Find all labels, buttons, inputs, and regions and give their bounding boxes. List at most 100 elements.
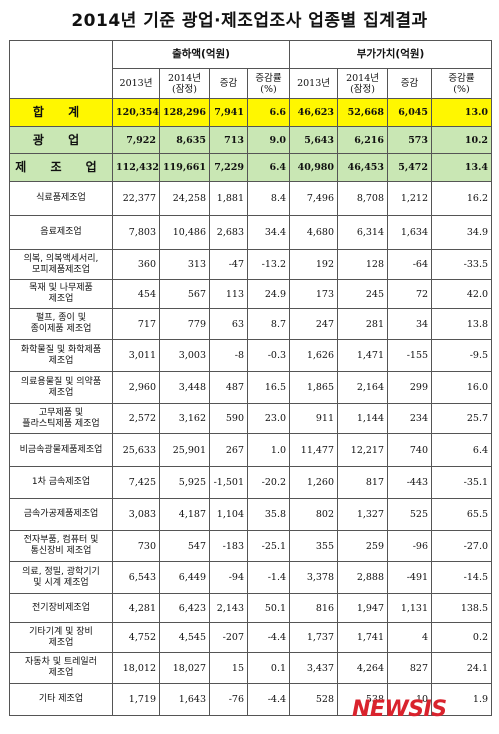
value-added-2014: 817: [337, 466, 389, 499]
header-2013: 2013년: [112, 68, 160, 99]
shipments-change: 590: [209, 403, 248, 434]
shipments-2013: 7,803: [112, 215, 160, 250]
header-change: 증감: [387, 68, 433, 99]
value-added-change: 10: [387, 683, 433, 716]
shipments-2013: 6,543: [112, 561, 160, 594]
results-table: 출하액(억원) 부가가치(억원) 2013년 2014년 (잠정) 증감 증감률(…: [9, 40, 493, 716]
shipments-2013: 120,354: [112, 98, 160, 127]
value-added-2014: 1,144: [337, 403, 389, 434]
table-row: 펄프, 종이 및 종이제품 제조업 717 779 63 8.7 247 281 34 13.8: [9, 308, 493, 340]
value-added-2014: 538: [337, 683, 389, 716]
shipments-rate: 16.5: [246, 371, 291, 404]
value-added-2013: 46,623: [289, 98, 339, 127]
shipments-2013: 3,083: [112, 498, 160, 531]
shipments-2014: 779: [159, 308, 210, 340]
header-2013: 2013년: [289, 68, 339, 99]
table-row: 비금속광물제품제조업 25,633 25,901 267 1.0 11,477 12,217…: [9, 433, 493, 467]
header-2014: 2014년 (잠정): [159, 68, 210, 99]
value-added-rate: -9.5: [431, 339, 493, 372]
shipments-change: -183: [209, 530, 248, 562]
shipments-change: 113: [209, 279, 248, 309]
table-row: 전기장비제조업 4,281 6,423 2,143 50.1 816 1,947 1,131 1…: [9, 593, 493, 623]
industry-name: 펄프, 종이 및 종이제품 제조업: [9, 308, 113, 340]
industry-name: 화학물질 및 화학제품 제조업: [9, 339, 113, 372]
shipments-change: -8: [209, 339, 248, 372]
shipments-2013: 730: [112, 530, 160, 562]
shipments-2013: 4,752: [112, 622, 160, 653]
shipments-change: 63: [209, 308, 248, 340]
shipments-2014: 128,296: [159, 98, 210, 127]
value-added-2013: 1,865: [289, 371, 339, 404]
value-added-rate: 34.9: [431, 215, 493, 250]
shipments-rate: -25.1: [246, 530, 291, 562]
shipments-2014: 10,486: [159, 215, 210, 250]
value-added-2014: 12,217: [337, 433, 389, 467]
shipments-rate: 24.9: [246, 279, 291, 309]
summary-row-name: 제 조 업: [9, 153, 113, 182]
table-row: 의복, 의복액세서리, 모피제품제조업 360 313 -47 -13.2 192 128 -6…: [9, 249, 493, 280]
value-added-rate: 0.2: [431, 622, 493, 653]
table-row: 기타 제조업 1,719 1,643 -76 -4.4 528 538 10 1.9: [9, 683, 493, 716]
shipments-rate: 34.4: [246, 215, 291, 250]
shipments-2013: 18,012: [112, 652, 160, 684]
industry-name: 의복, 의복액세서리, 모피제품제조업: [9, 249, 113, 280]
header-rate: 증감률 (%): [246, 68, 291, 99]
shipments-change: 1,104: [209, 498, 248, 531]
shipments-2014: 119,661: [159, 153, 210, 182]
value-added-change: 1,212: [387, 181, 433, 216]
shipments-rate: 1.0: [246, 433, 291, 467]
shipments-2014: 6,423: [159, 593, 210, 623]
value-added-change: -64: [387, 249, 433, 280]
value-added-change: -155: [387, 339, 433, 372]
value-added-2014: 8,708: [337, 181, 389, 216]
shipments-rate: 50.1: [246, 593, 291, 623]
shipments-rate: 23.0: [246, 403, 291, 434]
value-added-2014: 1,741: [337, 622, 389, 653]
value-added-2014: 46,453: [337, 153, 389, 182]
value-added-2013: 528: [289, 683, 339, 716]
shipments-rate: 8.4: [246, 181, 291, 216]
value-added-2014: 259: [337, 530, 389, 562]
shipments-change: -207: [209, 622, 248, 653]
shipments-change: -47: [209, 249, 248, 280]
table-row: 화학물질 및 화학제품 제조업 3,011 3,003 -8 -0.3 1,626 1,471…: [9, 339, 493, 372]
industry-name: 1차 금속제조업: [9, 466, 113, 499]
shipments-2013: 717: [112, 308, 160, 340]
header-change: 증감: [209, 68, 248, 99]
summary-row: 제 조 업 112,432 119,661 7,229 6.4 40,980 46,453 5…: [9, 153, 493, 182]
summary-row: 광 업 7,922 8,635 713 9.0 5,643 6,216 573 10.2: [9, 126, 493, 154]
value-added-2013: 802: [289, 498, 339, 531]
shipments-rate: -20.2: [246, 466, 291, 499]
value-added-2014: 2,888: [337, 561, 389, 594]
value-added-2014: 1,947: [337, 593, 389, 623]
value-added-change: -443: [387, 466, 433, 499]
industry-name: 전자부품, 컴퓨터 및 통신장비 제조업: [9, 530, 113, 562]
header-2014: 2014년 (잠정): [337, 68, 389, 99]
value-added-2014: 281: [337, 308, 389, 340]
value-added-2013: 3,437: [289, 652, 339, 684]
industry-name: 전기장비제조업: [9, 593, 113, 623]
value-added-2014: 6,216: [337, 126, 389, 154]
shipments-2014: 3,162: [159, 403, 210, 434]
value-added-group-header: 부가가치(억원): [289, 40, 493, 69]
header-rate: 증감률 (%): [431, 68, 493, 99]
shipments-rate: 8.7: [246, 308, 291, 340]
table-row: 의료, 정밀, 광학기기 및 시계 제조업 6,543 6,449 -94 -1.4 3,3…: [9, 561, 493, 594]
value-added-2013: 1,737: [289, 622, 339, 653]
value-added-rate: 13.8: [431, 308, 493, 340]
industry-name: 비금속광물제품제조업: [9, 433, 113, 467]
table-row: 고무제품 및 플라스틱제품 제조업 2,572 3,162 590 23.0 911 1,14…: [9, 403, 493, 434]
shipments-rate: -4.4: [246, 683, 291, 716]
industry-name: 기타 제조업: [9, 683, 113, 716]
shipments-2013: 2,572: [112, 403, 160, 434]
value-added-2014: 1,471: [337, 339, 389, 372]
shipments-change: 7,229: [209, 153, 248, 182]
shipments-rate: 35.8: [246, 498, 291, 531]
industry-name: 음료제조업: [9, 215, 113, 250]
value-added-2013: 4,680: [289, 215, 339, 250]
value-added-rate: 13.4: [431, 153, 493, 182]
shipments-2014: 8,635: [159, 126, 210, 154]
value-added-2013: 40,980: [289, 153, 339, 182]
shipments-2014: 5,925: [159, 466, 210, 499]
value-added-change: 72: [387, 279, 433, 309]
